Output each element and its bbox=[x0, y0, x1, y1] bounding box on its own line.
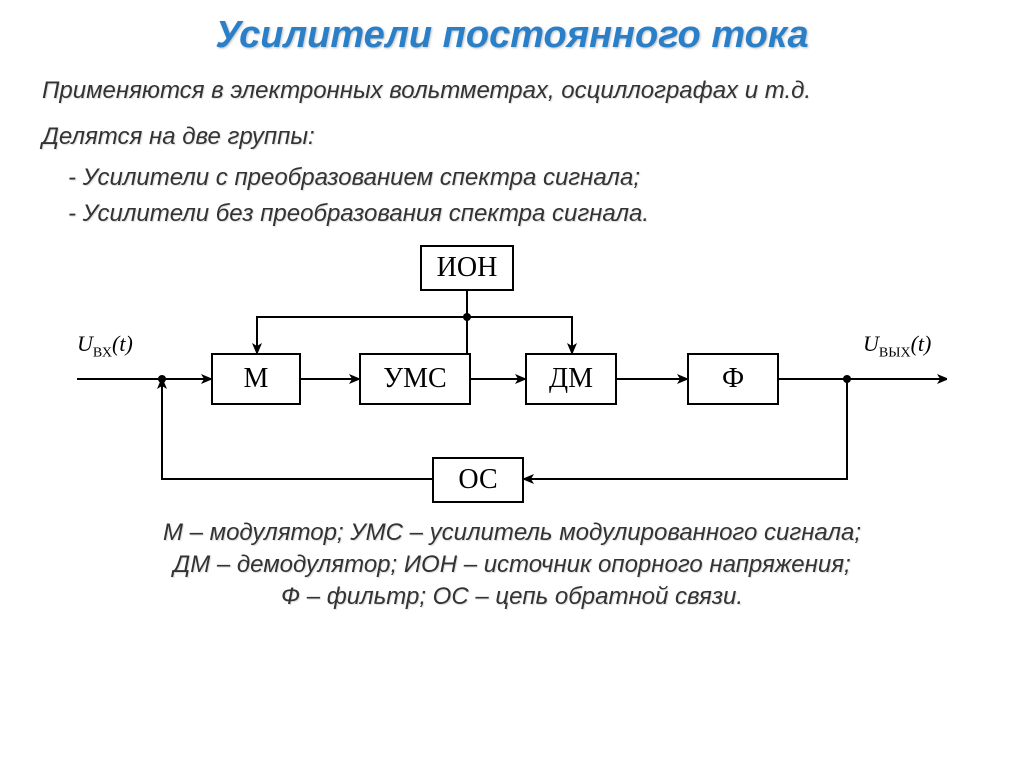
legend-line-3: Ф – фильтр; ОС – цепь обратной связи. bbox=[0, 581, 1024, 613]
page-title: Усилители постоянного тока bbox=[0, 0, 1024, 57]
legend-line-1: М – модулятор; УМС – усилитель модулиров… bbox=[0, 517, 1024, 549]
node-os: ОС bbox=[432, 457, 524, 503]
input-signal-label: UВХ(t) bbox=[77, 331, 133, 361]
node-ums: УМС bbox=[359, 353, 471, 405]
bullet-1: - Усилители с преобразованием спектра си… bbox=[0, 162, 1024, 194]
node-m: М bbox=[211, 353, 301, 405]
intro-paragraph: Применяются в электронных вольтметрах, о… bbox=[0, 75, 1024, 107]
groups-heading: Делятся на две группы: bbox=[0, 121, 1024, 153]
legend-line-2: ДМ – демодулятор; ИОН – источник опорног… bbox=[0, 549, 1024, 581]
block-diagram: UВХ(t) UВЫХ(t) ИОН М УМС ДМ Ф ОС bbox=[77, 245, 947, 505]
node-ion: ИОН bbox=[420, 245, 514, 291]
output-signal-label: UВЫХ(t) bbox=[863, 331, 931, 361]
bullet-2: - Усилители без преобразования спектра с… bbox=[0, 198, 1024, 230]
node-f: Ф bbox=[687, 353, 779, 405]
node-dm: ДМ bbox=[525, 353, 617, 405]
